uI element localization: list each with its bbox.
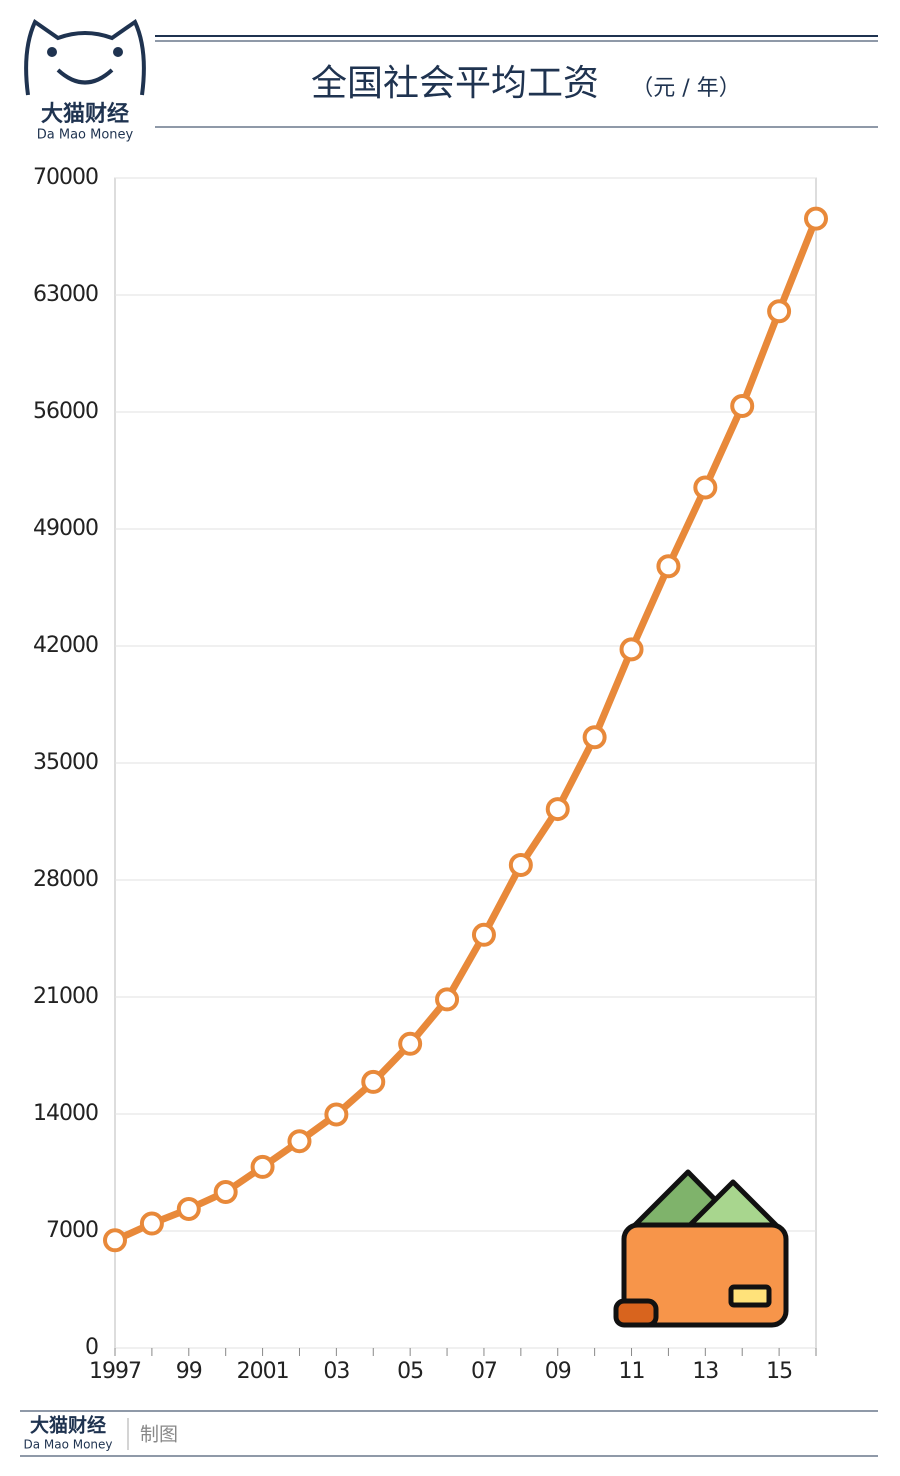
- logo-text-en: Da Mao Money: [37, 128, 134, 143]
- point: [139, 1211, 164, 1236]
- y-tick-label: 35000: [33, 750, 98, 775]
- x-tick-label: 05: [397, 1359, 423, 1384]
- point: [435, 987, 460, 1012]
- point: [804, 206, 828, 231]
- point: [287, 1129, 312, 1154]
- line: [113, 217, 820, 1244]
- point: [176, 1196, 201, 1221]
- wallet-icon: [613, 1169, 789, 1328]
- x-tick-label: 07: [471, 1359, 497, 1384]
- y-tick-label: 42000: [33, 633, 98, 658]
- point: [619, 637, 644, 662]
- point: [324, 1102, 349, 1127]
- y-tick-label: 63000: [33, 282, 98, 307]
- logo-text: 大猫财经: [41, 101, 129, 127]
- chart-subtitle: （元 / 年）: [631, 76, 740, 101]
- point: [582, 725, 607, 750]
- x-tick-label: 09: [545, 1359, 571, 1384]
- x-tick-label: 03: [323, 1359, 349, 1384]
- point: [508, 852, 533, 877]
- x-tick-label: 1997: [89, 1359, 141, 1384]
- x-tick-label: 99: [176, 1359, 202, 1384]
- y-tick-label: 56000: [33, 399, 98, 424]
- x-tick-label: 2001: [237, 1359, 289, 1384]
- point: [361, 1069, 386, 1094]
- y-tick-label: 49000: [33, 516, 98, 541]
- point: [213, 1180, 238, 1205]
- point: [250, 1154, 275, 1179]
- point: [103, 1228, 127, 1253]
- plot: 0 7000 14000 21000 28000 35000 42000 49000 56000…: [33, 165, 828, 1384]
- point: [693, 475, 718, 500]
- point: [471, 922, 496, 947]
- chart-title: 全国社会平均工资: [311, 63, 599, 104]
- footer-credit: 制图: [140, 1424, 178, 1446]
- point: [767, 299, 792, 324]
- y-tick-label: 0: [85, 1335, 98, 1360]
- footer-brand-en: Da Mao Money: [23, 1438, 112, 1452]
- point: [656, 554, 681, 579]
- y-tick-label: 21000: [33, 984, 98, 1009]
- y-tick-label: 7000: [46, 1218, 98, 1243]
- y-tick-label: 14000: [33, 1101, 98, 1126]
- point: [730, 393, 755, 418]
- x-tick-label: 11: [619, 1359, 645, 1384]
- footer-brand: 大猫财经: [30, 1414, 106, 1437]
- y-tick-label: 70000: [33, 165, 98, 190]
- x-tick-label: 15: [766, 1359, 792, 1384]
- y-tick-label: 28000: [33, 867, 98, 892]
- point: [545, 797, 570, 822]
- point: [398, 1031, 423, 1056]
- x-tick-label: 13: [692, 1359, 718, 1384]
- logo: [24, 18, 146, 96]
